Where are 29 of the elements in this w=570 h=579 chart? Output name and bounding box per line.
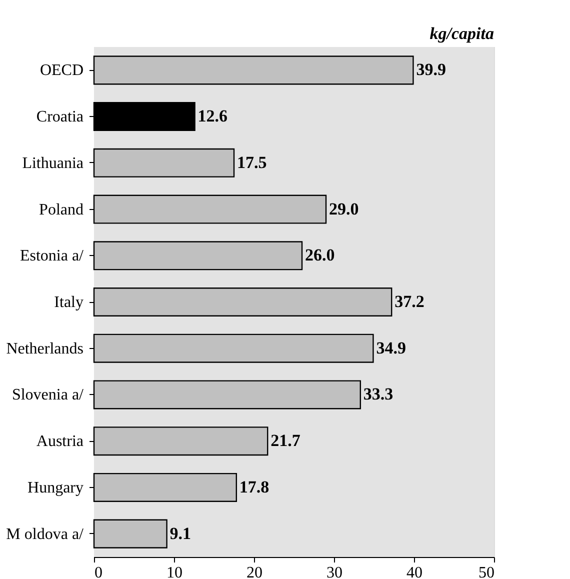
x-tick-label: 0 xyxy=(94,564,102,579)
data-label: 34.9 xyxy=(376,338,406,358)
x-tick-label: 30 xyxy=(326,564,342,579)
x-axis-title: kg/capita xyxy=(430,24,494,43)
x-tick-label: 10 xyxy=(166,564,182,579)
data-label: 17.8 xyxy=(239,477,270,496)
y-tick-label: Slovenia a/ xyxy=(12,386,84,404)
y-tick-label: Poland xyxy=(39,201,84,218)
x-tick-label: 20 xyxy=(246,564,262,579)
y-tick-label: Austria xyxy=(36,433,84,450)
data-label: 37.2 xyxy=(394,292,424,311)
data-label: 17.5 xyxy=(237,152,267,172)
data-label: 39.9 xyxy=(416,60,446,80)
y-tick-label: Italy xyxy=(54,294,84,311)
data-label: 9.1 xyxy=(170,524,192,543)
data-label: 33.3 xyxy=(363,384,394,404)
y-tick-label: Croatia xyxy=(36,108,84,126)
y-tick-label: Estonia a/ xyxy=(20,248,84,265)
data-label: 29.0 xyxy=(329,199,359,218)
y-tick-label: M oldova a/ xyxy=(6,526,84,543)
data-label: 21.7 xyxy=(270,431,301,450)
y-tick-label: Lithuania xyxy=(22,154,84,172)
y-tick-label: Hungary xyxy=(28,479,84,496)
data-label: 12.6 xyxy=(198,106,228,126)
x-tick-label: 40 xyxy=(406,564,422,579)
data-label: 26.0 xyxy=(305,246,335,265)
x-tick-label: 50 xyxy=(478,564,494,579)
y-tick-label: Netherlands xyxy=(6,340,84,358)
y-tick-label: OECD xyxy=(40,62,84,80)
